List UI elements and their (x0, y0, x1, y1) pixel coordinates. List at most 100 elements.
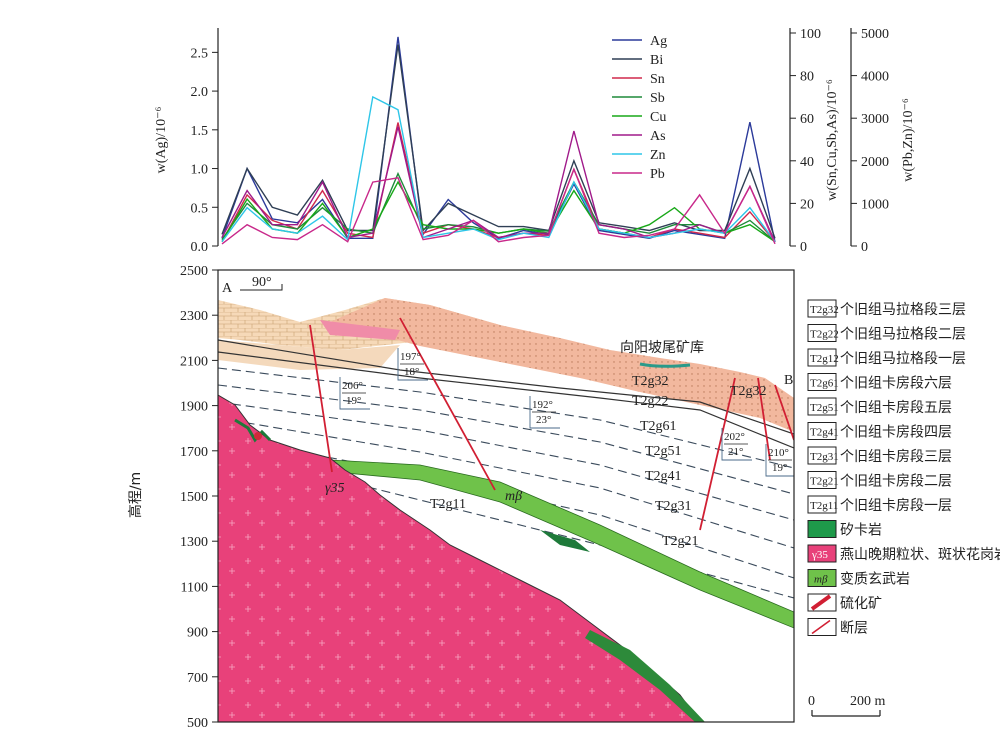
legend-swatch (807, 324, 837, 342)
legend-code: T2g61 (810, 378, 839, 390)
legend-code: T2g41 (810, 427, 839, 439)
fault-lines (309, 317, 794, 531)
attitude-azimuth: 206° (342, 380, 363, 392)
attitude-dip: 21° (728, 446, 743, 458)
right-axis-1-label: w(Sn,Cu,Sb,As)/10⁻⁶ (825, 79, 840, 201)
legend-label: 个旧组马拉格段一层 (840, 351, 966, 367)
right1-tick-label: 80 (800, 70, 814, 85)
unit-label-gamma: γ35 (325, 481, 345, 496)
legend-label: 个旧组卡房段三层 (840, 449, 952, 465)
legend-code: T2g31 (810, 451, 839, 463)
legend-swatch (807, 471, 837, 489)
section-end-label: B (784, 373, 793, 388)
legend-label: 个旧组卡房段一层 (840, 498, 952, 514)
legend-code: T2g11 (810, 500, 838, 512)
series-line-cu (221, 180, 776, 243)
attitude-azimuth: 210° (768, 447, 789, 459)
series-lines (221, 36, 776, 245)
section-tick-label: 900 (187, 626, 208, 641)
unit-label-g23b: T2g32 (730, 384, 767, 399)
unit-label-g16: T2g61 (640, 419, 677, 434)
legend-code: T2g21 (810, 476, 839, 488)
layer-t2g22-dots (330, 298, 794, 432)
section-tick-label: 500 (187, 716, 208, 731)
unit-label-g14: T2g41 (645, 469, 682, 484)
series-line-bi (221, 44, 776, 239)
attitude-azimuth: 197° (400, 351, 421, 363)
right1-tick-label: 40 (800, 155, 814, 170)
legend-label: 断层 (840, 621, 868, 637)
cross-section: 高程/m 2500 2300 2100 1900 1700 1500 1300 1100 900… (127, 264, 886, 731)
legend-label: 燕山晚期粒状、斑状花岗岩 (840, 547, 1000, 563)
geochem-chart: 0.0 0.5 1.0 1.5 2.0 2.5 w(Ag)/10⁻⁶ 0 20 40 60 80 1… (154, 27, 916, 255)
right2-tick-label: 1000 (861, 197, 889, 212)
series-line-pb (221, 167, 776, 245)
section-tick-label: 1700 (180, 445, 208, 460)
right-axis-1-ticks: 0 20 40 60 80 100 (790, 27, 821, 255)
chart-legend: Ag Bi Sn Sb Cu As Zn Pb (612, 34, 667, 182)
attitude-symbols: 197° 18° 206° 19° 192° 23° 202° 21° 210° 19° (339, 348, 794, 477)
scale-label: 200 m (850, 694, 886, 709)
unit-label-g22: T2g22 (632, 394, 669, 409)
legend-label: 个旧组卡房段四层 (840, 425, 952, 441)
section-tick-label: 2500 (180, 264, 208, 279)
legend-label-sn: Sn (650, 72, 665, 87)
right1-tick-label: 100 (800, 27, 821, 42)
attitude-dip: 19° (346, 395, 361, 407)
legend-swatch (807, 348, 837, 367)
left-tick-label: 0.0 (191, 240, 209, 255)
left-tick-label: 0.5 (191, 201, 209, 216)
legend-swatch (807, 397, 837, 416)
attitude-azimuth: 202° (724, 431, 745, 443)
legend-code: mβ (814, 574, 828, 586)
tailings-label: 向阳坡尾矿库 (620, 340, 704, 356)
section-y-label: 高程/m (127, 472, 144, 518)
legend-label-as: As (650, 129, 666, 144)
legend-swatch (807, 422, 837, 440)
unit-label-mb: mβ (505, 489, 522, 504)
right1-tick-label: 0 (800, 240, 807, 255)
left-tick-label: 1.0 (191, 163, 209, 178)
legend-label-pb: Pb (650, 167, 665, 182)
right2-tick-label: 2000 (861, 155, 889, 170)
section-start-label: A (222, 281, 233, 296)
legend-label-cu: Cu (650, 110, 666, 125)
layer-pink-band (320, 320, 400, 340)
attitude-azimuth: 192° (532, 399, 553, 411)
legend-label-ag: Ag (650, 34, 667, 49)
legend-swatch (807, 299, 837, 318)
left-axis-label: w(Ag)/10⁻⁶ (154, 107, 169, 174)
unit-label-g12: T2g21 (662, 534, 699, 549)
legend-code: T2g51 (810, 402, 839, 414)
right1-tick-label: 20 (800, 197, 814, 212)
legend-swatch (807, 569, 837, 587)
scale-zero: 0 (808, 694, 815, 709)
legend-code: γ35 (811, 549, 828, 561)
legend-code: T2g22 (810, 329, 839, 341)
legend-label: 个旧组卡房段二层 (840, 474, 952, 490)
series-line-as (221, 126, 776, 242)
section-tick-label: 1900 (180, 400, 208, 415)
right2-tick-label: 0 (861, 240, 868, 255)
right1-tick-label: 60 (800, 112, 814, 127)
section-tick-label: 700 (187, 671, 208, 686)
right-axis-2-ticks: 0 1000 2000 3000 4000 5000 (851, 27, 889, 255)
left-tick-label: 2.5 (191, 46, 209, 61)
right2-tick-label: 5000 (861, 27, 889, 42)
legend-label: 个旧组卡房段五层 (840, 400, 952, 416)
unit-label-g11: T2g11 (430, 497, 466, 512)
legend-label: 硫化矿 (840, 596, 882, 612)
legend-label-zn: Zn (650, 148, 666, 163)
top-dip-label: 90° (252, 275, 272, 290)
legend-label: 变质玄武岩 (840, 571, 910, 588)
attitude-dip: 19° (772, 462, 787, 474)
section-tick-label: 1300 (180, 535, 208, 550)
legend-swatch (807, 520, 837, 538)
legend-swatch (807, 446, 837, 465)
unit-label-g23: T2g32 (632, 374, 669, 389)
attitude-dip: 18° (404, 366, 419, 378)
left-tick-label: 1.5 (191, 124, 209, 139)
section-tick-label: 1500 (180, 490, 208, 505)
